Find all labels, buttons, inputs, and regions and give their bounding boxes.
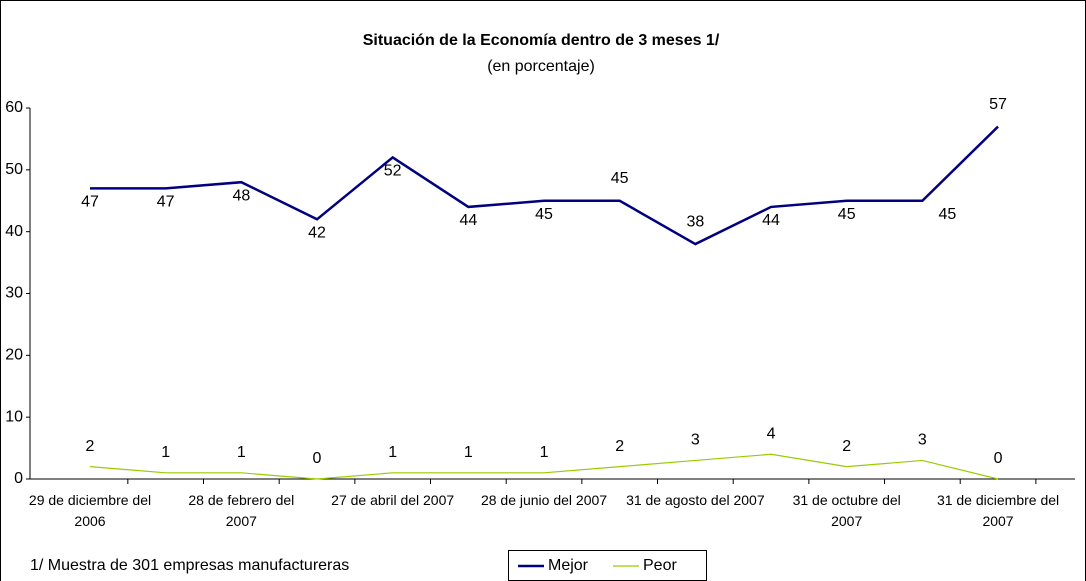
x-tick-label: 28 de febrero del 2007: [188, 492, 295, 529]
series-line: [89, 453, 999, 480]
data-label: 1: [540, 444, 549, 461]
data-label: 57: [989, 96, 1007, 113]
data-label: 1: [464, 444, 473, 461]
y-tick-label: 20: [5, 347, 23, 364]
data-label: 47: [157, 194, 175, 211]
y-tick-label: 0: [14, 470, 23, 487]
footnote: 1/ Muestra de 301 empresas manufacturera…: [30, 557, 349, 574]
x-tick-label: 31 de agosto del 2007: [626, 492, 765, 508]
data-label: 4: [767, 425, 776, 442]
data-label: 38: [686, 213, 704, 230]
data-label: 44: [762, 212, 780, 229]
data-label: 3: [691, 432, 700, 449]
x-tick-label: 27 de abril del 2007: [331, 492, 455, 508]
x-tick-label: 28 de junio del 2007: [480, 492, 608, 508]
data-label: 45: [938, 206, 956, 223]
data-label: 1: [161, 444, 170, 461]
y-tick-label: 60: [5, 99, 23, 116]
data-label: 1: [388, 444, 397, 461]
data-label: 45: [535, 206, 553, 223]
x-tick-label: 29 de diciembre del 2006: [28, 492, 152, 529]
y-tick-label: 50: [5, 161, 23, 178]
data-label: 0: [313, 450, 322, 467]
legend-label: Mejor: [548, 557, 589, 574]
data-label: 48: [232, 187, 250, 204]
data-label: 47: [81, 194, 99, 211]
legend-label: Peor: [643, 557, 677, 574]
data-label: 45: [611, 170, 629, 187]
data-label: 2: [842, 438, 851, 455]
chart-subtitle: (en porcentaje): [487, 58, 595, 75]
data-label: 2: [86, 438, 95, 455]
y-tick-label: 10: [5, 408, 23, 425]
data-label: 45: [838, 206, 856, 223]
x-tick-label: 31 de diciembre del 2007: [936, 492, 1060, 529]
y-tick-label: 40: [5, 223, 23, 240]
x-tick-label: 31 de octubre del 2007: [792, 492, 901, 529]
data-label: 42: [308, 225, 326, 242]
data-label: 2: [615, 438, 624, 455]
y-tick-label: 30: [5, 285, 23, 302]
chart-title: Situación de la Economía dentro de 3 mes…: [363, 32, 720, 49]
data-label: 1: [237, 444, 246, 461]
data-label: 3: [918, 432, 927, 449]
data-label: 0: [994, 450, 1003, 467]
series-line: [90, 125, 999, 246]
data-label: 44: [459, 212, 477, 229]
data-label: 52: [384, 163, 402, 180]
